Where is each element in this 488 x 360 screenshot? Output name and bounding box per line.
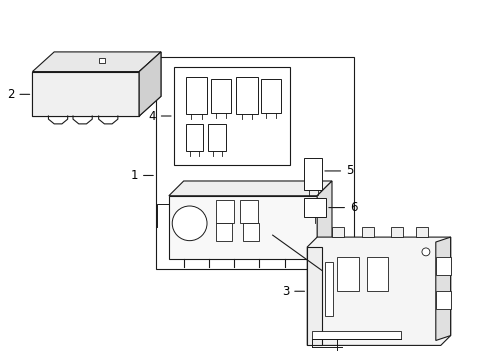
Bar: [243, 223, 258, 241]
Bar: [216, 223, 232, 241]
Polygon shape: [139, 52, 161, 116]
Bar: [211, 78, 231, 113]
Bar: [331, 227, 343, 237]
Bar: [216, 200, 234, 223]
Bar: [325, 262, 332, 316]
Text: 2: 2: [7, 88, 30, 101]
Circle shape: [421, 248, 429, 256]
Polygon shape: [306, 237, 450, 345]
Bar: [304, 158, 322, 190]
Polygon shape: [32, 72, 139, 116]
Polygon shape: [306, 247, 322, 345]
Bar: [173, 67, 290, 165]
Polygon shape: [168, 196, 317, 259]
Bar: [236, 77, 257, 114]
Bar: [156, 57, 353, 269]
Polygon shape: [435, 237, 450, 341]
Circle shape: [172, 206, 206, 240]
Bar: [240, 200, 257, 223]
Bar: [435, 257, 450, 275]
Polygon shape: [317, 181, 331, 259]
Bar: [311, 330, 400, 338]
Text: 5: 5: [324, 165, 353, 177]
Bar: [32, 72, 139, 116]
Bar: [260, 78, 280, 113]
Text: 6: 6: [328, 201, 357, 214]
Bar: [185, 77, 207, 114]
Bar: [304, 198, 325, 217]
Bar: [185, 124, 203, 152]
Polygon shape: [168, 181, 331, 196]
Bar: [208, 124, 226, 152]
Bar: [336, 257, 358, 291]
Bar: [415, 227, 427, 237]
Bar: [435, 291, 450, 309]
Bar: [390, 227, 402, 237]
Bar: [361, 227, 373, 237]
Text: 4: 4: [148, 109, 171, 122]
Bar: [99, 58, 105, 63]
Bar: [366, 257, 387, 291]
Polygon shape: [139, 52, 161, 116]
Text: 1: 1: [130, 169, 153, 182]
Text: 3: 3: [281, 285, 304, 298]
Polygon shape: [32, 52, 161, 72]
